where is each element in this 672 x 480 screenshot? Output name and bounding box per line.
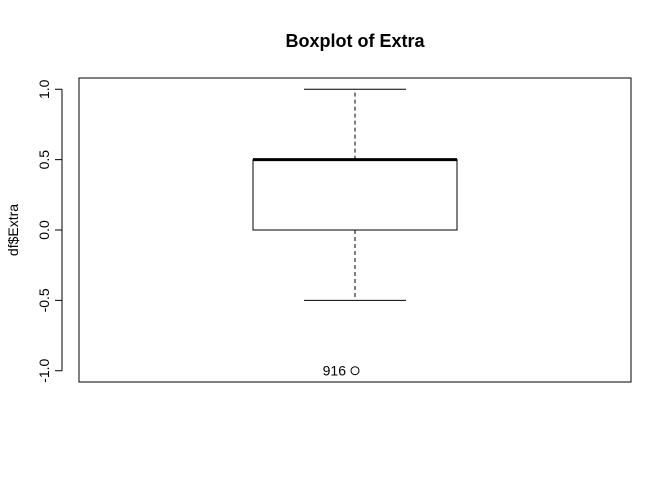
chart-title: Boxplot of Extra — [285, 31, 425, 51]
iqr-box — [252, 159, 458, 231]
y-axis-label: df$Extra — [5, 204, 21, 256]
y-tick-label: 1.0 — [36, 79, 52, 99]
y-tick-label: 0.0 — [36, 220, 52, 240]
outlier-label: 916 — [323, 363, 347, 379]
y-axis: -1.0 -0.5 0.0 0.5 1.0 — [36, 79, 63, 383]
y-tick-label: -0.5 — [36, 288, 52, 312]
outlier-point — [350, 366, 360, 376]
y-tick-label: 0.5 — [36, 150, 52, 170]
box-group: 916 — [252, 88, 458, 379]
y-tick-label: -1.0 — [36, 358, 52, 382]
plot-frame — [78, 77, 632, 383]
